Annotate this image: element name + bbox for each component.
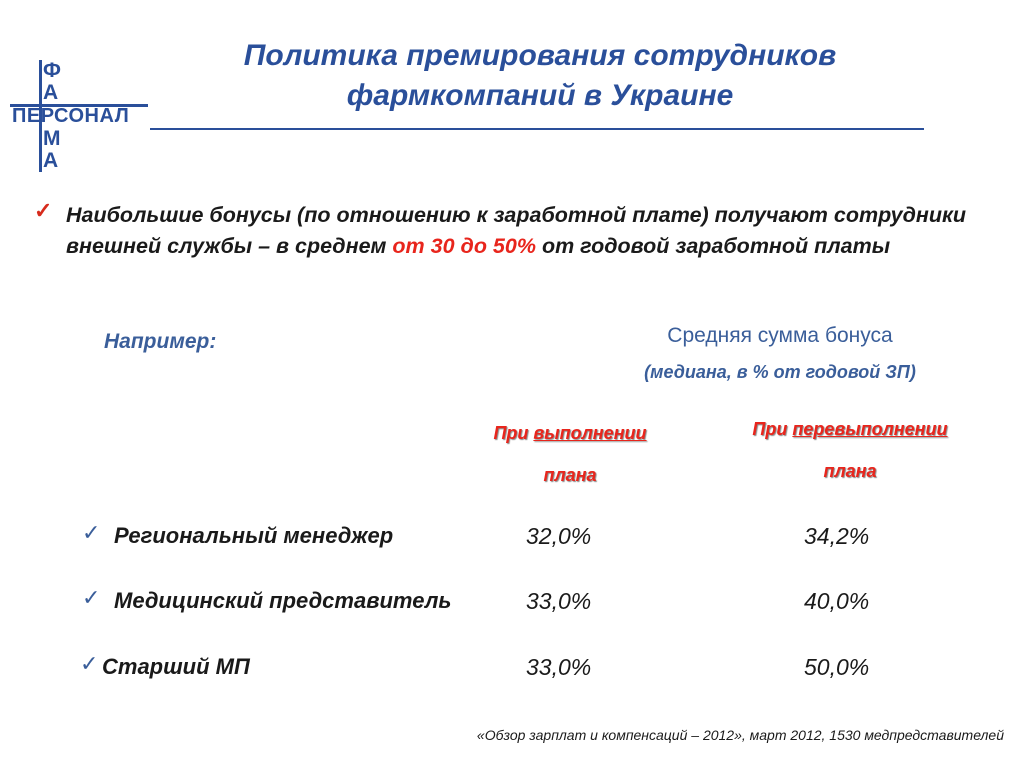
logo-vertical-bar: [39, 60, 42, 172]
row-label: Старший МП: [102, 654, 250, 679]
average-bonus-title: Средняя сумма бонуса: [667, 324, 893, 347]
checkmark-icon: ✓: [34, 198, 53, 223]
column-header-prefix: При: [493, 423, 534, 443]
average-bonus-subtitle: (медиана, в % от годовой ЗП): [644, 362, 916, 382]
source-note: «Обзор зарплат и компенсаций – 2012», ма…: [476, 727, 1004, 743]
example-label: Например:: [104, 330, 217, 353]
row-value-plan: 33,0%: [526, 588, 592, 614]
row-value-overplan: 50,0%: [804, 654, 870, 680]
slide-title-line2: фармкомпаний в Украине: [346, 79, 734, 112]
column-header-overplan: При перевыполнении плана: [700, 408, 1000, 492]
logo-letter: А: [43, 81, 59, 104]
column-header-underlined: перевыполнении: [792, 419, 948, 439]
row-value-overplan: 34,2%: [804, 523, 870, 549]
column-header-line2: плана: [543, 465, 597, 485]
main-bullet-text: Наибольшие бонусы (по отношению к зарабо…: [66, 200, 1001, 262]
slide-title: Политика премирования сотрудников фармко…: [150, 36, 930, 116]
logo-letter: А: [43, 149, 59, 172]
column-header-line2: плана: [823, 461, 877, 481]
column-header-prefix: При: [752, 419, 793, 439]
title-divider: [150, 128, 924, 130]
row-value-plan: 33,0%: [526, 654, 592, 680]
row-value-overplan: 40,0%: [804, 588, 870, 614]
checkmark-icon: ✓: [82, 585, 101, 610]
main-bullet-text-before: Наибольшие бонусы (по отношению к зарабо…: [66, 203, 967, 258]
main-bullet-highlight: от 30 до 50%: [392, 234, 536, 258]
row-value-plan: 32,0%: [526, 523, 592, 549]
slide-title-line1: Политика премирования сотрудников: [243, 39, 837, 72]
main-bullet-text-after: от годовой заработной платы: [535, 234, 891, 258]
logo-horizontal-bar: [10, 104, 148, 107]
row-label: Медицинский представитель: [114, 588, 452, 613]
logo-letter: М: [43, 127, 61, 150]
logo-word: ПЕРСОНАЛ: [12, 105, 130, 127]
row-label: Региональный менеджер: [114, 523, 394, 548]
checkmark-icon: ✓: [80, 651, 99, 676]
column-header-underlined: выполнении: [533, 423, 647, 443]
logo-letter: Ф: [43, 59, 61, 82]
column-header-plan: При выполнении плана: [450, 412, 690, 496]
checkmark-icon: ✓: [82, 520, 101, 545]
